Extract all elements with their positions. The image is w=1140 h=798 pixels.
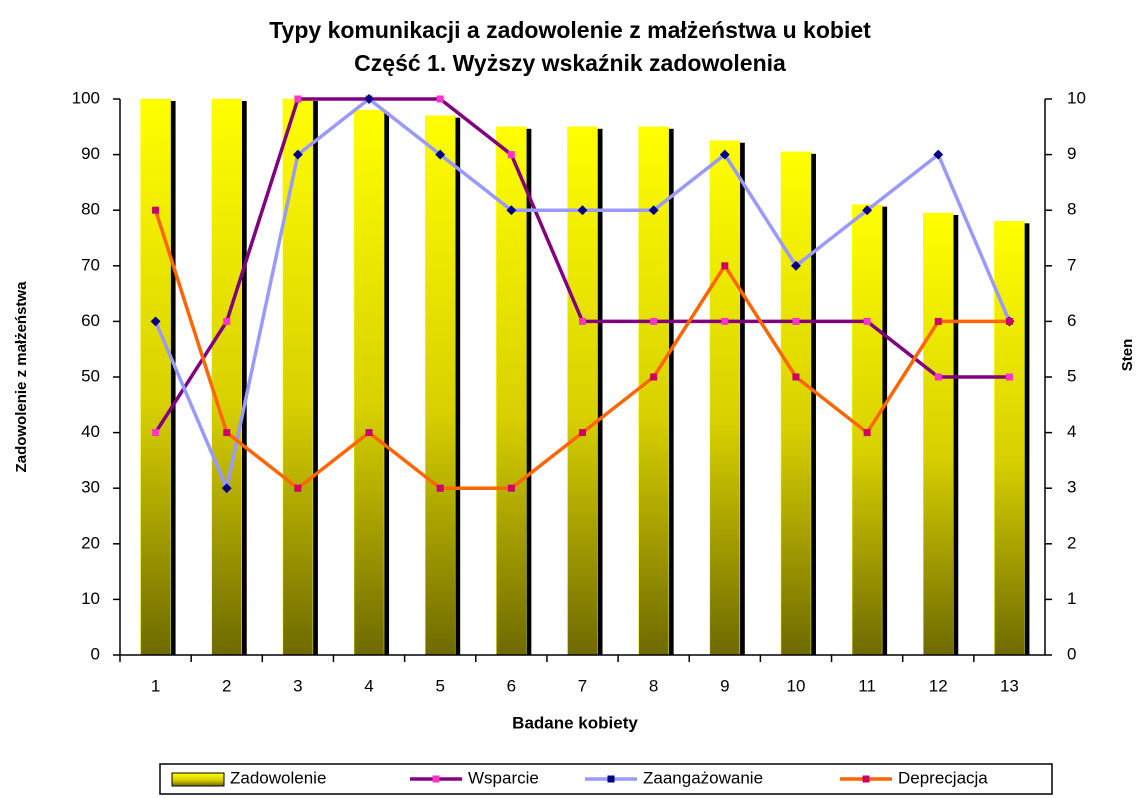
marker xyxy=(934,317,942,325)
marker xyxy=(863,317,871,325)
marker xyxy=(294,95,302,103)
marker xyxy=(436,95,444,103)
marker xyxy=(507,484,515,492)
x-tick-label: 3 xyxy=(293,676,302,695)
y-tick-label: 30 xyxy=(81,478,100,497)
y2-tick-label: 3 xyxy=(1067,478,1076,497)
legend-marker xyxy=(862,775,870,783)
y-tick-label: 70 xyxy=(81,255,100,274)
marker xyxy=(934,373,942,381)
y2-tick-label: 5 xyxy=(1067,366,1076,385)
marker xyxy=(223,429,231,437)
y2-tick-label: 6 xyxy=(1067,311,1076,330)
marker xyxy=(650,373,658,381)
bar xyxy=(282,98,314,656)
marker xyxy=(933,149,944,160)
marker xyxy=(721,317,729,325)
legend-label: Zadowolenie xyxy=(230,768,326,787)
y2-tick-label: 2 xyxy=(1067,533,1076,552)
bar xyxy=(211,98,242,656)
bar xyxy=(994,221,1025,656)
marker xyxy=(721,262,729,270)
x-tick-label: 4 xyxy=(364,676,373,695)
y-tick-label: 50 xyxy=(81,366,100,385)
x-tick-label: 9 xyxy=(720,676,729,695)
y2-axis-title: Sten xyxy=(1119,339,1136,372)
x-tick-label: 2 xyxy=(222,676,231,695)
marker xyxy=(863,429,871,437)
marker xyxy=(579,317,586,325)
marker xyxy=(1005,373,1013,381)
x-tick-label: 10 xyxy=(787,676,806,695)
marker xyxy=(150,316,161,327)
marker xyxy=(152,206,160,214)
x-tick-label: 7 xyxy=(578,676,587,695)
y-axis-title: Zadowolenie z małżeństwa xyxy=(13,281,30,473)
y-tick-label: 0 xyxy=(91,644,100,663)
x-axis-title: Badane kobiety xyxy=(512,713,638,732)
y-tick-label: 100 xyxy=(72,88,100,107)
chart-title: Typy komunikacji a zadowolenie z małżeńs… xyxy=(269,17,871,43)
marker xyxy=(221,483,232,494)
marker xyxy=(791,260,801,271)
bar xyxy=(353,109,385,656)
bar xyxy=(140,98,171,656)
legend-swatch xyxy=(171,772,225,787)
y2-tick-label: 0 xyxy=(1067,644,1076,663)
y2-tick-label: 1 xyxy=(1067,589,1076,608)
marker xyxy=(792,317,800,325)
legend-marker xyxy=(432,775,440,783)
marker xyxy=(152,429,160,437)
marker xyxy=(506,205,517,216)
bar xyxy=(780,151,812,656)
y2-tick-label: 4 xyxy=(1067,422,1076,441)
bar xyxy=(424,115,456,656)
marker xyxy=(365,429,373,437)
y2-tick-label: 8 xyxy=(1067,200,1076,219)
marker xyxy=(435,149,446,160)
x-tick-label: 5 xyxy=(435,676,444,695)
marker xyxy=(719,149,730,160)
legend-marker xyxy=(607,775,615,783)
y2-tick-label: 7 xyxy=(1067,255,1076,274)
x-tick-label: 6 xyxy=(507,676,516,695)
marker xyxy=(294,484,302,492)
marker xyxy=(223,317,231,325)
chart-subtitle: Część 1. Wyższy wskaźnik zadowolenia xyxy=(354,50,786,76)
marker xyxy=(507,151,515,159)
marker xyxy=(577,205,588,216)
y-tick-label: 90 xyxy=(81,144,100,163)
marker xyxy=(648,205,659,216)
legend-label: Zaangażowanie xyxy=(643,768,763,787)
x-tick-label: 13 xyxy=(1000,676,1019,695)
x-tick-label: 12 xyxy=(929,676,948,695)
y-tick-label: 80 xyxy=(81,200,100,219)
x-tick-label: 1 xyxy=(151,676,160,695)
x-tick-label: 8 xyxy=(649,676,658,695)
marker xyxy=(862,205,873,216)
marker xyxy=(292,149,303,160)
x-tick-label: 11 xyxy=(858,676,876,695)
y-tick-label: 60 xyxy=(81,311,100,330)
legend-label: Wsparcie xyxy=(468,768,539,787)
legend-label: Deprecjacja xyxy=(898,768,988,787)
bar xyxy=(709,140,741,656)
y2-tick-label: 10 xyxy=(1067,88,1086,107)
y-tick-label: 40 xyxy=(81,422,100,441)
y-tick-label: 10 xyxy=(81,589,100,608)
bar xyxy=(923,212,954,656)
y-tick-label: 20 xyxy=(81,533,100,552)
marker xyxy=(650,317,658,325)
marker xyxy=(436,484,444,492)
marker xyxy=(579,429,586,437)
marker xyxy=(792,373,800,381)
y2-tick-label: 9 xyxy=(1067,144,1076,163)
marker xyxy=(1005,317,1013,325)
